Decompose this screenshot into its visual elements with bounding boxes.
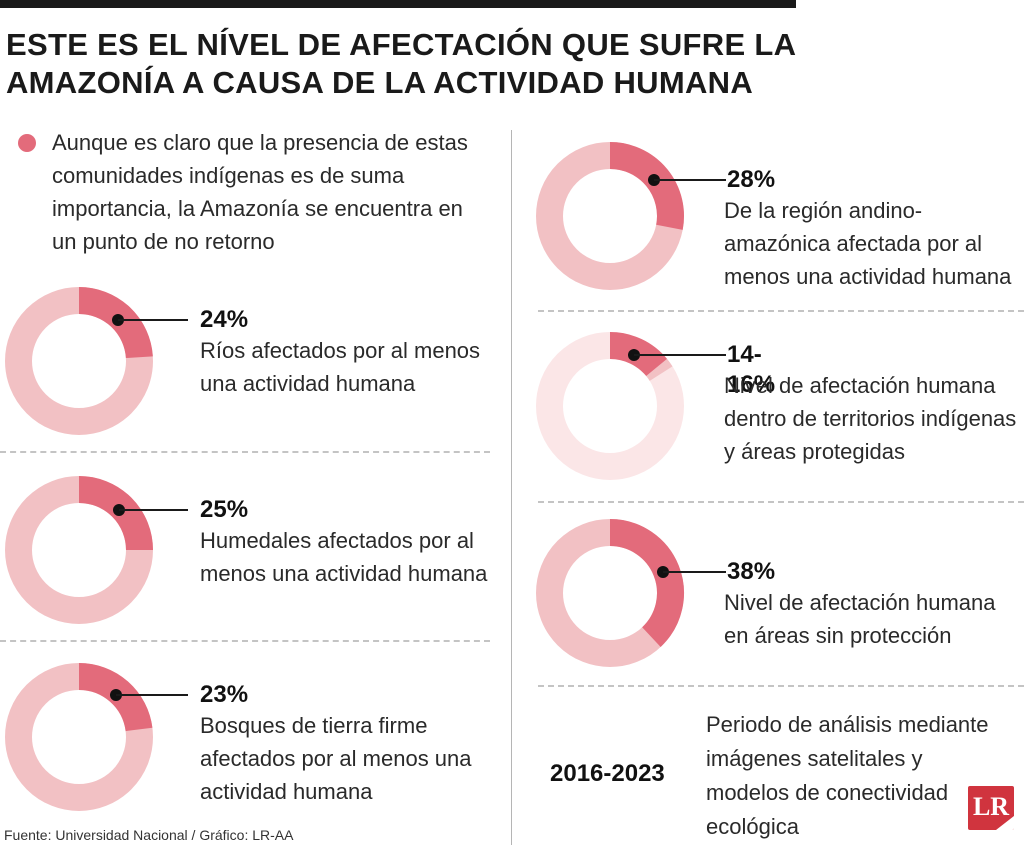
leader-line [117,318,188,321]
item-description: Ríos afectados por al menos una activida… [200,337,481,396]
column-divider [511,130,512,845]
percent-label: 23% [200,680,249,708]
percent-label: 24% [200,305,249,333]
donut-chart [536,332,684,480]
donut-slice [609,519,684,647]
headline: ESTE ES EL NÍVEL DE AFECTACIÓN QUE SUFRE… [6,26,1006,102]
donut-range-band [646,358,673,381]
leader-line [662,571,726,574]
item-description: Nivel de afectación humana en áreas sin … [724,590,996,649]
leader-line [634,353,726,356]
donut-chart [5,476,153,624]
donut-slice [78,287,153,359]
bullet-dot-icon [18,134,36,152]
headline-line-2: AMAZONÍA A CAUSA DE LA ACTIVIDAD HUMANA [6,65,754,100]
percent-label: 25% [200,496,249,524]
item-description: Bosques de tierra firme afectados por al… [200,712,472,804]
item-description: De la región andino-amazónica afectada p… [724,197,1012,289]
period-years: 2016-2023 [550,760,665,787]
donut-slice [609,142,684,230]
row-divider [538,310,1024,312]
row-divider [0,451,490,453]
leader-line [118,509,188,512]
headline-line-1: ESTE ES EL NÍVEL DE AFECTACIÓN QUE SUFRE… [6,27,797,62]
lr-logo: LR [968,786,1014,830]
donut-chart [5,287,153,435]
item-description: Nivel de afectación humana dentro de ter… [724,372,1017,464]
percent-label: 38% [727,558,776,586]
item-description: Humedales afectados por al menos una act… [200,528,488,587]
row-divider [538,501,1024,503]
intro-text: Aunque es claro que la presencia de esta… [52,130,468,254]
row-divider [538,685,1024,687]
donut-chart [5,663,153,811]
donut-slice [78,663,153,732]
leader-line [653,178,726,181]
percent-label: 28% [727,165,776,193]
logo-fold-icon [996,816,1014,830]
top-rule [0,0,796,8]
row-divider [0,640,490,642]
percent-label: 14-16% [727,340,776,398]
source-credit: Fuente: Universidad Nacional / Gráfico: … [4,827,294,843]
donut-chart [536,519,684,667]
donut-chart [536,142,684,290]
donut-slice [78,476,153,551]
leader-line [116,693,188,696]
period-description: Periodo de análisis mediante imágenes sa… [706,712,989,839]
